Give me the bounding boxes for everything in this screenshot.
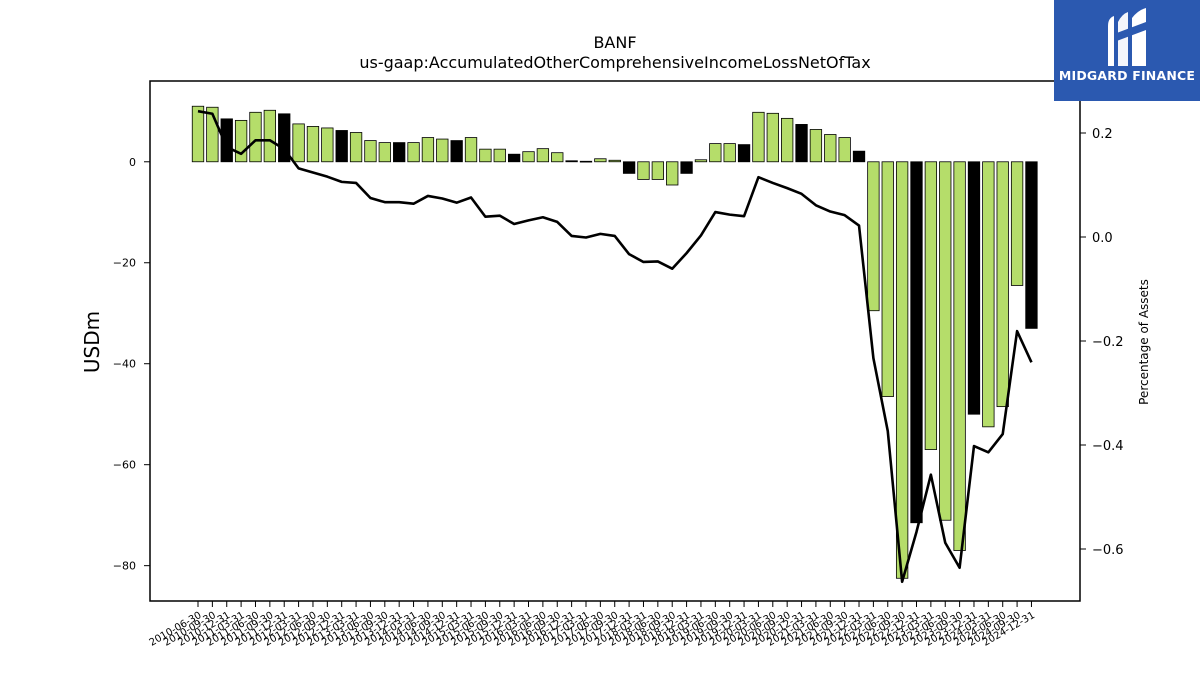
bar-2024-12-31 [1025, 161, 1038, 329]
bar-2017-09-30 [608, 159, 621, 163]
y-tick-label: −80 [113, 560, 136, 573]
series-line [197, 109, 1033, 584]
bar-2017-03-31 [579, 160, 593, 163]
y2-tick-label: −0.6 [1092, 543, 1124, 558]
bar-2019-03-31 [694, 159, 708, 163]
y-tick-label: 0 [129, 156, 136, 169]
bar-2016-03-31 [522, 151, 535, 163]
bar-2021-09-30 [838, 137, 851, 163]
y-tick-label: −40 [113, 358, 136, 371]
bar-2020-03-31 [752, 111, 765, 163]
bar-2010-06-30 [191, 105, 205, 163]
bar-2013-12-31 [393, 142, 406, 163]
bar-2012-09-30 [321, 127, 334, 163]
bar-2022-12-31 [910, 161, 923, 524]
bar-2024-09-30 [1010, 161, 1024, 286]
bar-2018-12-31 [680, 161, 693, 174]
bar-2011-12-31 [278, 113, 291, 163]
midgard-finance-logo: MIDGARD FINANCE [1054, 0, 1200, 101]
bar-2014-09-30 [436, 138, 449, 163]
bar-2012-12-31 [335, 130, 348, 163]
bar-2011-03-31 [234, 119, 248, 163]
y2-tick-label: 0.0 [1092, 231, 1113, 246]
bar-2023-12-31 [967, 161, 981, 415]
bar-2013-06-30 [364, 140, 377, 163]
bar-2018-09-30 [666, 161, 679, 186]
bar-2014-12-31 [450, 140, 463, 163]
y2-tick-label: 0.2 [1092, 127, 1113, 142]
bar-2019-12-31 [737, 144, 751, 163]
y-axis-right: 0.2 0.0 −0.2 −0.4 −0.6 [1080, 127, 1124, 558]
y-tick-label: −20 [113, 257, 136, 270]
bar-2023-06-30 [939, 161, 952, 521]
bar-2020-09-30 [781, 117, 794, 163]
chart-subtitle: us-gaap:AccumulatedOtherComprehensiveInc… [359, 53, 870, 72]
y2-tick-label: −0.2 [1092, 335, 1124, 350]
y2-axis-label: Percentage of Assets [1137, 279, 1151, 405]
bar-2020-06-30 [766, 112, 779, 163]
chart-title: BANF [593, 33, 636, 52]
bar-2024-03-31 [982, 161, 995, 428]
bar-2023-09-30 [953, 161, 966, 551]
bar-2016-06-30 [536, 148, 550, 163]
bar-2021-06-30 [824, 134, 837, 163]
bar-2019-09-30 [723, 143, 736, 163]
bar-2013-09-30 [378, 142, 391, 163]
bar-2012-06-30 [306, 126, 320, 163]
bar-2016-12-31 [565, 160, 578, 163]
logo-text: MIDGARD FINANCE [1058, 68, 1196, 83]
bar-2021-03-31 [809, 129, 823, 163]
bar-2020-12-31 [795, 124, 808, 163]
bar-2023-03-31 [924, 161, 938, 450]
bar-2011-09-30 [263, 109, 277, 163]
bars-group [191, 105, 1038, 579]
bar-2012-03-31 [292, 123, 305, 163]
bar-2013-03-31 [349, 132, 363, 163]
bar-2017-06-30 [594, 158, 607, 163]
bar-2011-06-30 [249, 111, 262, 163]
bar-2018-06-30 [651, 161, 664, 180]
y-tick-label: −60 [113, 459, 136, 472]
bar-2024-06-30 [996, 161, 1009, 408]
bar-2010-09-30 [206, 106, 219, 163]
x-axis: 2010-06-302010-09-302010-12-312011-03-31… [148, 601, 1037, 649]
y-axis-label: USDm [80, 311, 104, 373]
midgard-m-icon [1108, 8, 1146, 66]
bar-2019-06-30 [709, 143, 722, 163]
bar-2015-09-30 [493, 148, 506, 163]
y2-tick-label: −0.4 [1092, 439, 1124, 454]
bar-2015-06-30 [479, 148, 492, 163]
bar-2022-06-30 [881, 161, 894, 397]
bar-2010-12-31 [220, 118, 233, 163]
bar-2021-12-31 [852, 150, 866, 163]
bar-2015-03-31 [464, 137, 478, 163]
bar-2017-12-31 [622, 161, 636, 174]
y-axis-left: 0 −20 −40 −60 −80 [113, 156, 150, 573]
bar-2015-12-31 [507, 153, 521, 163]
bar-2016-09-30 [551, 152, 564, 163]
bar-2014-06-30 [421, 137, 435, 163]
bar-2018-03-31 [637, 161, 650, 180]
bar-2014-03-31 [407, 142, 420, 163]
bar-2022-09-30 [895, 161, 909, 579]
line-group [197, 109, 1033, 584]
bar-2022-03-31 [867, 161, 880, 312]
